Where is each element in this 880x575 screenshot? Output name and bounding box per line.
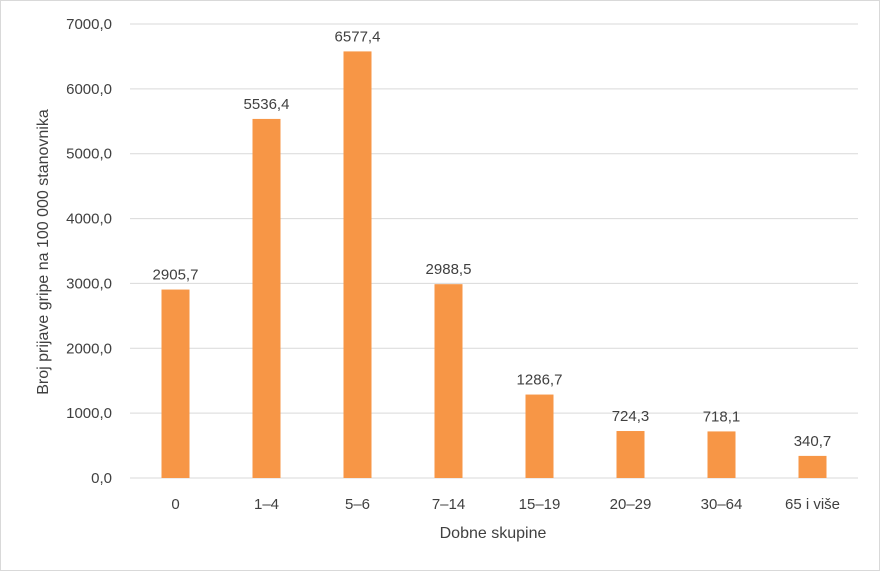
y-tick-label: 1000,0 xyxy=(66,405,112,422)
y-tick-label: 4000,0 xyxy=(66,211,112,228)
x-tick-label: 65 i više xyxy=(785,496,840,513)
bar xyxy=(434,284,463,478)
y-axis-title: Broj prijave gripe na 100 000 stanovnika xyxy=(35,109,52,395)
data-label: 5536,4 xyxy=(244,96,290,113)
data-label: 2988,5 xyxy=(426,261,472,278)
bar xyxy=(525,394,554,478)
x-tick-label: 1–4 xyxy=(254,496,279,513)
x-tick-label: 7–14 xyxy=(432,496,465,513)
data-label: 340,7 xyxy=(794,433,832,450)
bar xyxy=(707,431,736,478)
data-label: 2905,7 xyxy=(153,267,199,284)
y-tick-label: 7000,0 xyxy=(66,16,112,33)
data-label: 718,1 xyxy=(703,408,741,425)
y-tick-label: 0,0 xyxy=(91,470,112,487)
y-tick-label: 5000,0 xyxy=(66,146,112,163)
y-tick-label: 2000,0 xyxy=(66,340,112,357)
gridlines xyxy=(130,23,858,479)
y-axis-ticks: 0,0 1000,0 2000,0 3000,0 4000,0 5000,0 6000,0 7… xyxy=(66,16,112,487)
bars xyxy=(161,51,827,478)
bar xyxy=(798,455,827,478)
bar xyxy=(616,431,645,478)
x-tick-label: 20–29 xyxy=(610,496,652,513)
x-tick-label: 0 xyxy=(171,496,179,513)
bar xyxy=(161,289,190,478)
bar xyxy=(343,51,372,478)
bar xyxy=(252,118,281,478)
y-tick-label: 6000,0 xyxy=(66,81,112,98)
y-tick-label: 3000,0 xyxy=(66,275,112,292)
x-axis-ticks: 0 1–4 5–6 7–14 15–19 20–29 30–64 65 i više xyxy=(171,496,840,513)
data-label: 6577,4 xyxy=(335,28,381,45)
data-label: 724,3 xyxy=(612,408,650,425)
x-tick-label: 30–64 xyxy=(701,496,743,513)
x-axis-title: Dobne skupine xyxy=(440,525,547,542)
x-tick-label: 5–6 xyxy=(345,496,370,513)
data-labels: 2905,7 5536,4 6577,4 2988,5 1286,7 724,3 718,1… xyxy=(153,28,832,449)
data-label: 1286,7 xyxy=(517,372,563,389)
x-tick-label: 15–19 xyxy=(519,496,561,513)
